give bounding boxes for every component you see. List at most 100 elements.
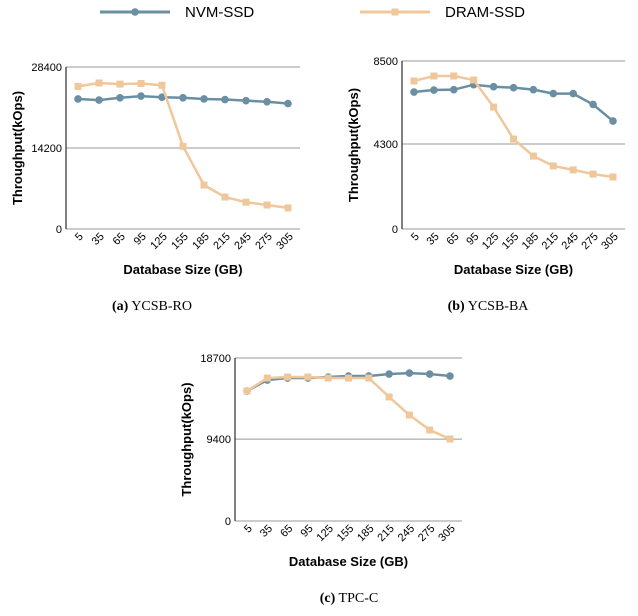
x-tick-label: 245 bbox=[232, 231, 253, 252]
marker bbox=[510, 135, 517, 143]
marker bbox=[345, 374, 352, 382]
marker bbox=[324, 374, 332, 382]
x-axis-label: Database Size (GB) bbox=[289, 554, 408, 569]
y-tick-label: 9400 bbox=[207, 434, 231, 446]
x-tick-label: 215 bbox=[211, 231, 232, 252]
caption: (b) YCSB-BA bbox=[448, 299, 530, 314]
marker bbox=[95, 79, 103, 87]
marker bbox=[137, 92, 145, 100]
x-tick-label: 305 bbox=[436, 523, 457, 544]
marker bbox=[405, 411, 413, 419]
x-tick-label: 305 bbox=[599, 231, 620, 252]
marker bbox=[179, 142, 187, 150]
legend-label: DRAM-SSD bbox=[445, 4, 525, 21]
x-tick-label: 185 bbox=[355, 523, 376, 544]
marker bbox=[609, 173, 617, 181]
marker bbox=[385, 393, 393, 401]
caption-text: YCSB-RO bbox=[131, 299, 192, 314]
marker bbox=[391, 8, 399, 16]
x-tick-label: 95 bbox=[299, 523, 316, 540]
marker bbox=[131, 8, 139, 16]
marker bbox=[425, 370, 434, 378]
marker bbox=[243, 387, 251, 395]
x-tick-label: 5 bbox=[242, 523, 255, 536]
marker bbox=[450, 72, 458, 80]
y-axis-label: Throughput(kOps) bbox=[10, 91, 25, 205]
x-tick-label: 215 bbox=[375, 523, 396, 544]
marker bbox=[529, 85, 538, 94]
y-tick-label: 18700 bbox=[200, 353, 231, 365]
x-tick-label: 35 bbox=[425, 231, 442, 248]
y-tick-label: 4300 bbox=[374, 139, 398, 151]
marker bbox=[426, 426, 434, 434]
x-tick-label: 125 bbox=[148, 231, 169, 252]
x-tick-label: 65 bbox=[278, 523, 295, 540]
marker bbox=[569, 89, 577, 98]
marker bbox=[450, 85, 458, 94]
y-tick-label: 0 bbox=[56, 224, 62, 236]
caption-label: (a) bbox=[112, 299, 129, 314]
marker bbox=[489, 82, 498, 91]
marker bbox=[410, 88, 418, 96]
caption: (a) YCSB-RO bbox=[112, 299, 192, 314]
marker bbox=[116, 94, 124, 102]
marker bbox=[405, 369, 414, 377]
x-tick-label: 95 bbox=[464, 231, 481, 248]
y-tick-label: 28400 bbox=[31, 62, 62, 74]
x-tick-label: 125 bbox=[480, 231, 501, 252]
marker bbox=[242, 198, 250, 206]
marker bbox=[263, 374, 271, 382]
x-tick-label: 65 bbox=[111, 231, 128, 248]
marker bbox=[284, 99, 292, 108]
marker bbox=[589, 170, 597, 178]
marker bbox=[158, 93, 166, 102]
marker bbox=[284, 204, 292, 212]
series-line bbox=[246, 375, 451, 441]
y-tick-label: 14200 bbox=[31, 143, 62, 155]
x-tick-label: 275 bbox=[579, 231, 600, 252]
x-axis-label: Database Size (GB) bbox=[123, 262, 242, 277]
marker bbox=[549, 162, 557, 170]
x-axis-label: Database Size (GB) bbox=[454, 262, 573, 277]
marker bbox=[509, 83, 518, 92]
marker bbox=[263, 201, 271, 209]
marker bbox=[284, 373, 292, 381]
marker bbox=[549, 89, 558, 98]
marker bbox=[263, 97, 271, 106]
x-tick-label: 5 bbox=[409, 231, 422, 244]
marker bbox=[446, 435, 454, 443]
caption-label: (c) bbox=[320, 591, 336, 606]
marker bbox=[430, 86, 438, 94]
marker bbox=[490, 103, 498, 111]
y-tick-label: 8500 bbox=[374, 56, 398, 68]
marker bbox=[200, 95, 208, 103]
x-tick-label: 245 bbox=[396, 523, 417, 544]
y-axis-label: Throughput(kOps) bbox=[179, 382, 194, 496]
marker bbox=[609, 117, 617, 125]
x-tick-label: 305 bbox=[274, 231, 295, 252]
caption-label: (b) bbox=[448, 299, 465, 314]
marker bbox=[410, 77, 418, 85]
x-tick-label: 275 bbox=[253, 231, 274, 252]
y-axis-label: Throughput(kOps) bbox=[346, 88, 361, 202]
x-tick-label: 185 bbox=[520, 231, 541, 252]
x-tick-label: 245 bbox=[560, 231, 581, 252]
x-tick-label: 65 bbox=[444, 231, 461, 248]
marker bbox=[137, 80, 145, 88]
x-tick-label: 155 bbox=[500, 231, 521, 252]
marker bbox=[74, 95, 82, 103]
x-tick-label: 5 bbox=[73, 231, 86, 244]
marker bbox=[365, 374, 373, 382]
marker bbox=[158, 81, 166, 89]
x-tick-label: 215 bbox=[540, 231, 561, 252]
marker bbox=[430, 72, 438, 80]
marker bbox=[569, 166, 577, 174]
y-tick-label: 0 bbox=[392, 224, 398, 236]
x-tick-label: 95 bbox=[132, 231, 149, 248]
marker bbox=[446, 372, 454, 380]
y-tick-label: 0 bbox=[225, 516, 231, 528]
marker bbox=[221, 95, 229, 104]
caption-text: TPC-C bbox=[339, 591, 379, 606]
marker bbox=[95, 96, 103, 104]
